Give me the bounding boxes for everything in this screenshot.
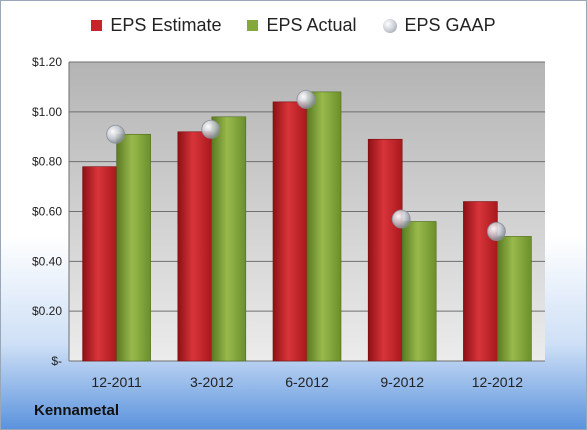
point-eps-gaap — [201, 119, 221, 139]
y-tick-label: $1.20 — [32, 55, 62, 69]
legend-swatch-eps-gaap — [382, 18, 397, 33]
company-name: Kennametal — [34, 402, 120, 419]
y-tick-label: $0.60 — [32, 205, 62, 219]
y-axis: $- $0.20 $0.40 $0.60 $0.80 $1.00 $1.20 — [32, 55, 70, 368]
x-tick-label: 12-2011 — [91, 374, 142, 390]
y-tick-label: $0.80 — [32, 155, 62, 169]
bars — [82, 91, 532, 362]
point-eps-gaap — [296, 89, 316, 109]
bar-eps-estimate — [272, 101, 308, 362]
legend-item-eps-estimate: EPS Estimate — [91, 15, 221, 36]
legend-label-eps-gaap: EPS GAAP — [404, 15, 496, 35]
x-tick-label: 9-2012 — [380, 374, 424, 390]
bar-eps-estimate — [177, 131, 213, 362]
x-tick-label: 12-2012 — [472, 374, 524, 390]
legend: EPS Estimate EPS Actual EPS GAAP — [1, 15, 586, 36]
bar-eps-estimate — [82, 166, 117, 362]
bar-eps-actual — [116, 133, 151, 362]
gaap-points — [106, 89, 506, 241]
legend-item-eps-actual: EPS Actual — [247, 15, 357, 36]
y-tick-label: $0.20 — [32, 304, 62, 318]
bar-eps-actual — [497, 236, 532, 362]
point-eps-gaap — [486, 222, 506, 241]
legend-swatch-eps-actual — [247, 20, 259, 31]
legend-swatch-eps-estimate — [91, 20, 103, 31]
point-eps-gaap — [106, 124, 125, 144]
y-tick-label: $0.40 — [32, 254, 62, 268]
bar-eps-actual — [306, 91, 342, 362]
x-tick-label: 3-2012 — [190, 374, 234, 390]
bar-eps-estimate — [463, 201, 498, 362]
x-tick-label: 6-2012 — [285, 374, 329, 390]
bar-eps-actual — [401, 221, 437, 362]
y-tick-label: $1.00 — [32, 105, 62, 119]
legend-label-eps-estimate: EPS Estimate — [110, 15, 222, 35]
bar-eps-estimate — [367, 138, 403, 362]
x-axis: 12-2011 3-2012 6-2012 9-2012 12-2012 — [91, 374, 523, 390]
legend-label-eps-actual: EPS Actual — [266, 15, 357, 35]
bar-eps-actual — [211, 116, 247, 362]
y-tick-label: $- — [51, 354, 62, 368]
point-eps-gaap — [391, 209, 411, 229]
legend-item-eps-gaap: EPS GAAP — [382, 15, 496, 36]
